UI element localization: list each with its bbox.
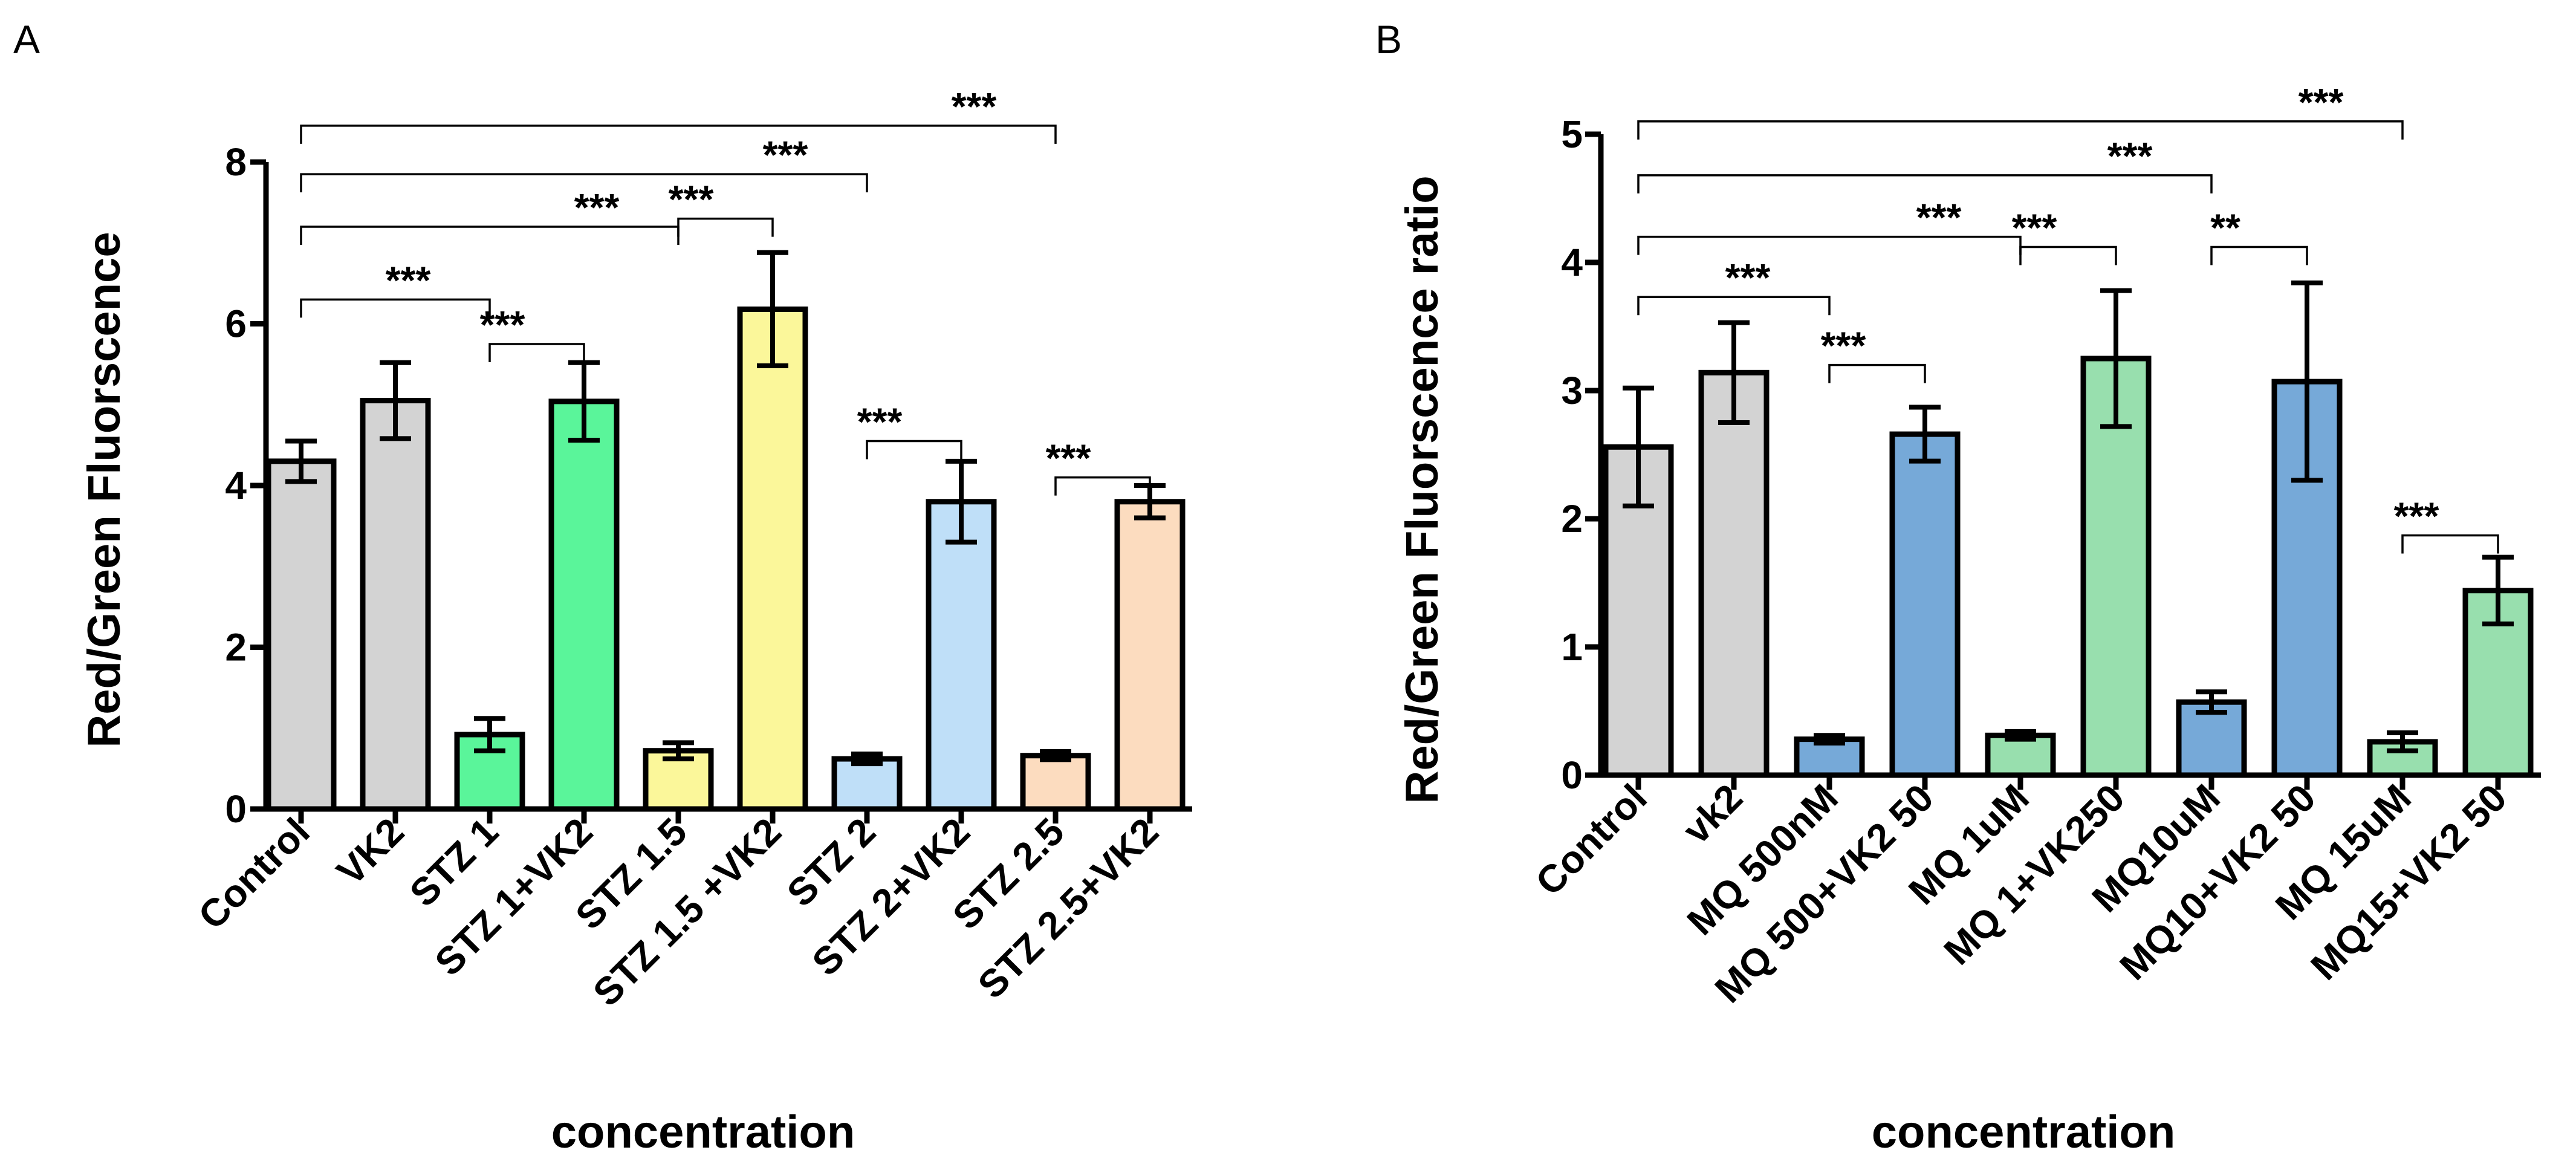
panel-b-significance-label: *** — [2107, 134, 2153, 178]
panel-a-significance-label: *** — [669, 178, 714, 221]
panel-b-significance-bracket — [1637, 235, 2022, 255]
panel-b-significance-label: *** — [2299, 80, 2344, 124]
panel-b-significance-bracket — [1828, 363, 1926, 383]
panel-b-letter: B — [1375, 17, 1402, 62]
panel-b-y-tick-label: 4 — [1561, 241, 1583, 284]
panel-a-significance-label: *** — [857, 400, 903, 443]
panel-a-bar — [737, 306, 808, 812]
panel-a-significance-label: *** — [386, 258, 431, 302]
panel-b-y-tick-label: 3 — [1561, 369, 1583, 412]
panel-b-y-tick-label: 2 — [1561, 497, 1583, 541]
panel-a-y-tick-label: 2 — [225, 626, 247, 669]
panel-b-significance-bracket — [2019, 245, 2117, 265]
panel-b-significance-bracket — [2401, 534, 2499, 554]
panel-a-bar — [831, 756, 903, 812]
panel-a-significance-bracket — [300, 125, 1057, 144]
panel-b-significance-bracket — [1637, 174, 2213, 193]
panel-a-y-tick-label: 4 — [225, 464, 247, 507]
panel-b-y-tick-label: 0 — [1561, 753, 1583, 797]
panel-a-y-tick-label: 6 — [225, 302, 247, 346]
panel-a-x-axis-title: concentration — [551, 1106, 855, 1158]
panel-a-significance-bracket — [488, 343, 585, 362]
panel-a-significance-bracket — [677, 217, 774, 237]
panel-a-y-axis-title: Red/Green Fluorscence — [79, 232, 130, 747]
panel-a-letter: A — [13, 17, 40, 62]
panel-b-y-tick-label: 5 — [1561, 112, 1583, 156]
panel-a-bar — [360, 398, 431, 812]
panel-b-significance-bracket — [1637, 120, 2404, 140]
panel-a-bar — [926, 499, 997, 812]
panel-a-significance-label: *** — [763, 133, 808, 177]
panel-b-significance-bracket — [1637, 296, 1831, 316]
panel-a-bar — [265, 458, 337, 812]
panel-b-bar — [1889, 431, 1961, 778]
panel-b-significance-bracket — [2210, 245, 2308, 265]
panel-b-significance-label: *** — [1725, 256, 1771, 299]
panel-a-significance-bracket — [866, 440, 962, 460]
panel-b-y-tick-label: 1 — [1561, 625, 1583, 669]
panel-b-significance-label: *** — [1916, 196, 1962, 239]
panel-a-significance-bracket — [1054, 476, 1151, 496]
panel-b-significance-label: *** — [2012, 206, 2057, 250]
panel-a-significance-label: *** — [952, 85, 997, 128]
panel-b-y-axis-title: Red/Green Fluorscence ratio — [1397, 176, 1448, 804]
panel-a-bar — [548, 398, 620, 812]
panel-b-significance-label: *** — [1821, 324, 1866, 368]
panel-b-bar — [1698, 369, 1770, 778]
panel-b-x-axis-title: concentration — [1872, 1106, 2176, 1158]
panel-b-significance-label: ** — [2210, 206, 2240, 250]
panel-a-significance-label: *** — [574, 186, 620, 229]
panel-a-significance-label: *** — [480, 303, 525, 346]
panel-a-bar — [1114, 499, 1186, 812]
panel-a-significance-bracket — [300, 173, 868, 193]
panel-a-y-tick-label: 0 — [225, 787, 247, 831]
panel-a-significance-label: *** — [1046, 437, 1091, 480]
panel-b-bar — [1985, 732, 2056, 778]
panel-a-significance-bracket — [300, 298, 491, 318]
panel-a-y-tick-label: 8 — [225, 140, 247, 184]
panel-a-bar — [1020, 753, 1091, 812]
panel-b-significance-label: *** — [2394, 495, 2439, 538]
